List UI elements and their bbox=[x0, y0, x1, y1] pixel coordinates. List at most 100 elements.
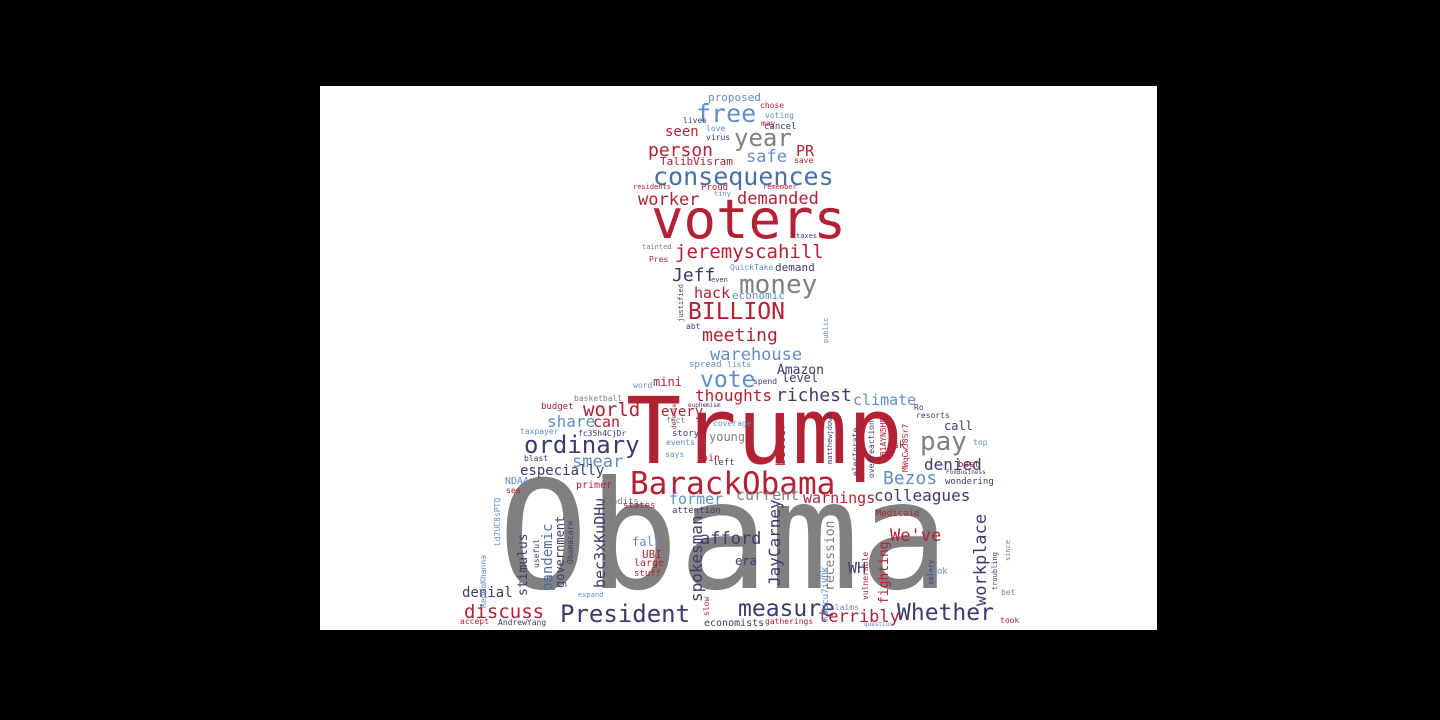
cloud-word-vulnerable: vulnerable bbox=[861, 552, 870, 600]
cloud-word-reprokhanna: RepRoKhanna bbox=[479, 555, 488, 608]
cloud-word-especially: especially bbox=[520, 463, 604, 479]
cloud-word-jeff: Jeff bbox=[672, 265, 715, 286]
cloud-word-colleagues: colleagues bbox=[874, 486, 970, 505]
cloud-word-pres: Pres bbox=[649, 255, 668, 264]
cloud-word-tiny: tiny bbox=[714, 190, 731, 198]
cloud-word-ndaa: NDAA bbox=[505, 476, 529, 487]
cloud-word-overreaction: overreaction bbox=[867, 420, 876, 478]
cloud-word-ro: Ro bbox=[914, 403, 924, 412]
cloud-word-see: see bbox=[506, 486, 521, 495]
cloud-word-voting: voting bbox=[765, 111, 794, 120]
cloud-word-save: save bbox=[794, 156, 813, 165]
cloud-word-defense: defense bbox=[671, 403, 678, 429]
cloud-word-spread: spread bbox=[689, 360, 722, 370]
cloud-word-large: large bbox=[634, 558, 664, 569]
cloud-word-mini: mini bbox=[653, 375, 682, 389]
cloud-word-useful: useful bbox=[532, 539, 541, 568]
cloud-word-k8ucu7ivdk: K8Ucu7iVDK bbox=[821, 566, 831, 621]
cloud-word-better: better bbox=[774, 423, 788, 466]
cloud-word-young: young bbox=[709, 430, 745, 444]
cloud-word-can: can bbox=[593, 413, 620, 431]
cloud-word-says: says bbox=[665, 450, 684, 459]
cloud-word-warnings: warnings bbox=[803, 489, 875, 507]
cloud-word-foxbusiness: FoxBusiness bbox=[946, 469, 986, 476]
cloud-word-ubi: UBI bbox=[642, 548, 662, 561]
cloud-word-quicktake: QuickTake bbox=[730, 263, 774, 272]
cloud-word-troubling: troubling bbox=[991, 552, 999, 590]
cloud-word-claims: claims bbox=[830, 603, 859, 612]
cloud-word-wondering: wondering bbox=[945, 477, 994, 487]
cloud-word-obamacare: Obamacare bbox=[566, 520, 575, 564]
cloud-word-story: story bbox=[672, 429, 700, 439]
cloud-word-person: person bbox=[648, 140, 713, 161]
cloud-word-fc35h4cjdr: fc35h4CjDr bbox=[578, 429, 626, 438]
cloud-word-denial: denial bbox=[462, 585, 513, 601]
cloud-word-taxpayer: taxpayer bbox=[520, 427, 559, 436]
cloud-word-budget: budget bbox=[541, 402, 574, 412]
cloud-word-afford: afford bbox=[700, 529, 761, 549]
cloud-word-gatherings: gatherings bbox=[765, 617, 813, 626]
cloud-word-6b1ayn5hfq: 6B1AYN5HFQ bbox=[879, 413, 888, 461]
cloud-word-ask: ask bbox=[887, 440, 905, 451]
cloud-word-stuff: stuff bbox=[634, 569, 661, 579]
cloud-word-resorts: resorts bbox=[916, 411, 950, 420]
cloud-word-seen: seen bbox=[665, 124, 699, 140]
cloud-word-justified: justified bbox=[677, 284, 685, 322]
cloud-word-jaycarney: JayCarney bbox=[765, 499, 784, 586]
cloud-word-consequences: consequences bbox=[653, 162, 834, 191]
word-cloud: ObamaTrumpvotersBarackObamaconsequencesP… bbox=[460, 91, 1019, 629]
cloud-word-government: government bbox=[553, 516, 567, 588]
cloud-word-coverage: coverage bbox=[713, 419, 752, 428]
cloud-word-amazon: Amazon bbox=[777, 363, 824, 378]
cloud-word-former: former bbox=[669, 490, 723, 508]
cloud-word-economists: economists bbox=[704, 618, 764, 629]
cloud-word-terribly: terribly bbox=[818, 607, 900, 627]
cloud-word-states: states bbox=[623, 501, 656, 511]
cloud-word-bet: bet bbox=[1001, 588, 1016, 597]
cloud-word-thoughts: thoughts bbox=[695, 386, 772, 405]
cloud-word-climate: climate bbox=[853, 391, 916, 409]
cloud-word-andrewyang: AndrewYang bbox=[498, 618, 546, 627]
cloud-word-richest: richest bbox=[776, 385, 852, 406]
cloud-word-demand: demand bbox=[775, 261, 815, 274]
cloud-word-euphemism: euphemism bbox=[688, 402, 721, 409]
cloud-word-primer: primer bbox=[576, 480, 612, 491]
cloud-word-whether: Whether bbox=[897, 600, 994, 626]
cloud-word-obama: Obama bbox=[498, 450, 950, 624]
cloud-word-attention: attention bbox=[672, 506, 721, 516]
cloud-word-meeting: meeting bbox=[702, 325, 778, 346]
cloud-word-question: question bbox=[864, 621, 893, 628]
cloud-word-fall: fall bbox=[632, 535, 661, 549]
cloud-word-virus: virus bbox=[706, 133, 730, 142]
cloud-word-spend: spend bbox=[753, 377, 777, 386]
cloud-word-accept: accept bbox=[460, 617, 489, 626]
cloud-word-talibvisram: TalibVisram bbox=[660, 155, 733, 168]
cloud-word-look: look bbox=[926, 567, 948, 577]
cloud-word-even: even bbox=[711, 276, 728, 284]
cloud-word-safe: safe bbox=[746, 147, 787, 167]
cloud-word-took: took bbox=[1000, 616, 1019, 625]
cloud-word-barackobama: BarackObama bbox=[630, 466, 835, 502]
cloud-word-cancel: cancel bbox=[764, 122, 797, 132]
cloud-word-best: best bbox=[958, 460, 980, 470]
cloud-word-pay: pay bbox=[920, 427, 967, 457]
cloud-word-workplace: workplace bbox=[971, 514, 991, 606]
cloud-word-pandemic: pandemic bbox=[540, 524, 556, 591]
cloud-word-chose: chose bbox=[760, 101, 784, 110]
cloud-word-bezos: Bezos bbox=[883, 468, 937, 489]
word-cloud-canvas: Obama Trump voters BarackObama consequences P… bbox=[320, 86, 1157, 630]
cloud-word-we've: We've bbox=[890, 526, 941, 546]
cloud-word-residents: residents bbox=[633, 183, 671, 191]
cloud-word-jeremyscahill: jeremyscahill bbox=[675, 241, 824, 263]
cloud-word-money: money bbox=[739, 270, 817, 300]
cloud-word-ld7uc8sptq: Ld7UC8sPTQ bbox=[493, 498, 502, 546]
cloud-word-public: public bbox=[822, 318, 830, 343]
cloud-word-proposed: proposed bbox=[708, 91, 761, 104]
cloud-word-abt: abt bbox=[686, 322, 701, 331]
cloud-word-basketball: basketball bbox=[574, 394, 622, 403]
cloud-word-expand: expand bbox=[578, 591, 603, 599]
cloud-word-since: since bbox=[1004, 540, 1012, 561]
cloud-word-president: President bbox=[560, 600, 690, 628]
cloud-word-ordinary: ordinary bbox=[524, 431, 640, 459]
cloud-word-matthewjdowd: matthewjdowd bbox=[826, 413, 834, 464]
